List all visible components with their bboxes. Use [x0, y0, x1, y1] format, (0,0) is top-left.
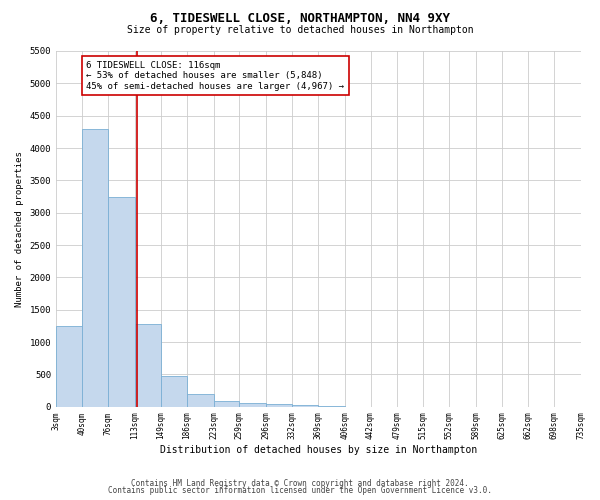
X-axis label: Distribution of detached houses by size in Northampton: Distribution of detached houses by size …	[160, 445, 477, 455]
Bar	[214, 402, 239, 407]
Bar	[239, 403, 266, 407]
Y-axis label: Number of detached properties: Number of detached properties	[15, 151, 24, 307]
Bar	[318, 406, 345, 407]
Text: 6, TIDESWELL CLOSE, NORTHAMPTON, NN4 9XY: 6, TIDESWELL CLOSE, NORTHAMPTON, NN4 9XY	[150, 12, 450, 26]
Bar	[108, 196, 135, 407]
Bar	[292, 405, 318, 407]
Text: Size of property relative to detached houses in Northampton: Size of property relative to detached ho…	[127, 25, 473, 35]
Bar	[187, 394, 214, 407]
Bar	[56, 326, 82, 407]
Text: Contains public sector information licensed under the Open Government Licence v3: Contains public sector information licen…	[108, 486, 492, 495]
Bar	[82, 128, 108, 407]
Text: Contains HM Land Registry data © Crown copyright and database right 2024.: Contains HM Land Registry data © Crown c…	[131, 478, 469, 488]
Text: 6 TIDESWELL CLOSE: 116sqm
← 53% of detached houses are smaller (5,848)
45% of se: 6 TIDESWELL CLOSE: 116sqm ← 53% of detac…	[86, 60, 344, 90]
Bar	[135, 324, 161, 407]
Bar	[266, 404, 292, 407]
Bar	[161, 376, 187, 407]
